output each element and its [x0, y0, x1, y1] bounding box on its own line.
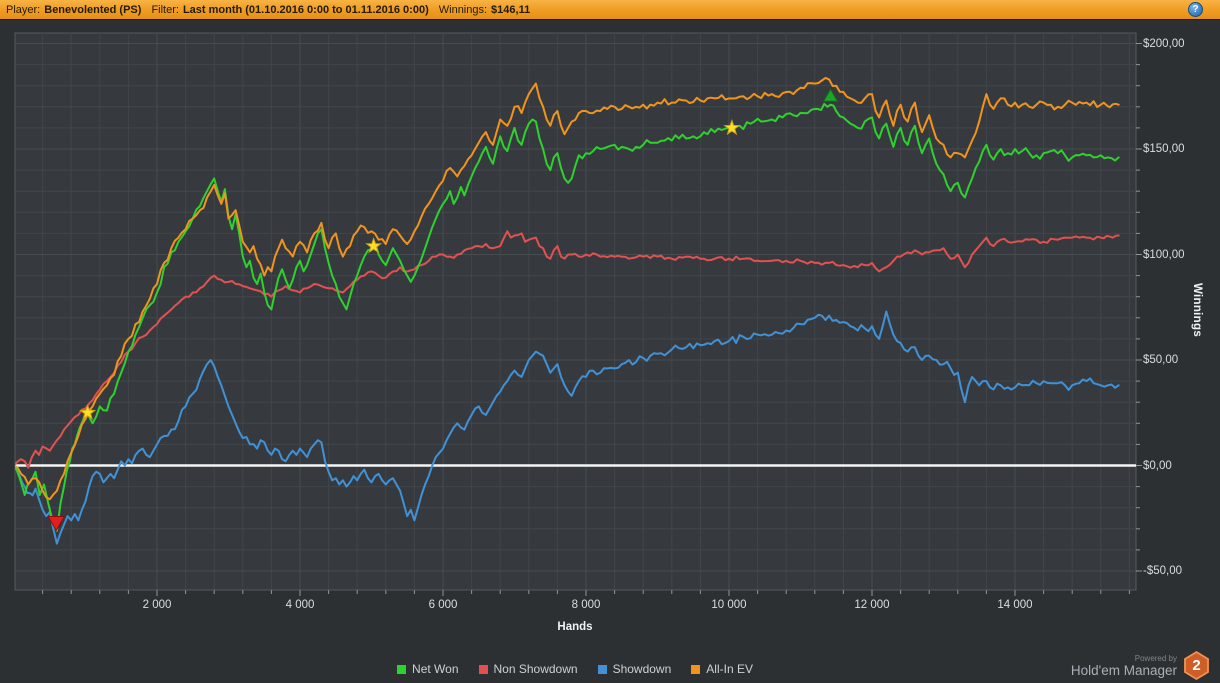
x-axis-tick-label: 12 000 — [854, 599, 890, 611]
legend-label: Non Showdown — [493, 662, 578, 676]
series-all-in-ev — [15, 76, 1120, 501]
star-marker — [365, 237, 383, 254]
plot-area[interactable] — [14, 32, 1137, 591]
series-lines — [15, 76, 1120, 545]
y-axis-tick-label: -$50,00 — [1143, 565, 1183, 577]
star-marker — [723, 118, 741, 136]
legend-item-net-won[interactable]: Net Won — [397, 662, 459, 676]
brand-text: Hold'em Manager — [1070, 662, 1177, 678]
legend-item-all-in-ev[interactable]: All-In EV — [691, 662, 753, 676]
x-axis-tick-label: 8 000 — [571, 599, 601, 611]
x-axis-title: Hands — [557, 621, 593, 633]
x-axis-tick-label: 10 000 — [711, 599, 747, 611]
low-marker — [47, 515, 66, 532]
player-label: Player: — [6, 4, 41, 16]
legend-label: Net Won — [412, 662, 459, 676]
x-axis-tick-label: 6 000 — [428, 599, 458, 611]
legend-swatch-icon — [597, 664, 607, 674]
series-net-won — [15, 102, 1120, 532]
powered-by-text: Powered by — [1134, 653, 1177, 663]
title-bar: Player: Benevolented (PS) Filter: Last mont… — [0, 0, 1220, 20]
player-value: Benevolented (PS) — [44, 4, 142, 16]
y-axis-tick-label: $50,00 — [1143, 354, 1179, 366]
peak-marker — [822, 88, 839, 102]
legend-label: Showdown — [612, 662, 672, 676]
y-axis-tick-label: $150,00 — [1143, 143, 1185, 155]
winnings-label: Winnings: — [438, 4, 488, 16]
y-axis-tick-label: $200,00 — [1143, 37, 1185, 50]
legend-item-non-showdown[interactable]: Non Showdown — [478, 662, 578, 676]
legend-item-showdown[interactable]: Showdown — [597, 662, 672, 676]
y-axis-title: Winnings — [1191, 282, 1203, 338]
x-axis-tick-label: 2 000 — [142, 599, 172, 611]
y-axis-tick-label: $0,00 — [1143, 459, 1172, 472]
hm2-logo-number: 2 — [1185, 653, 1208, 678]
filter-value: Last month (01.10.2016 0:00 to 01.11.201… — [182, 4, 429, 16]
legend-swatch-icon — [397, 664, 407, 674]
y-axis-tick-label: $100,00 — [1143, 248, 1185, 261]
powered-by-block: Powered by Hold'em Manager 2 — [1071, 651, 1210, 680]
star-marker — [79, 403, 97, 420]
grid-lines — [15, 33, 1136, 590]
hm2-logo-icon: 2 — [1184, 651, 1209, 680]
legend-swatch-icon — [478, 664, 488, 674]
legend-swatch-icon — [691, 664, 701, 674]
series-non-showdown — [15, 230, 1120, 469]
chart-legend: Net Won Non Showdown Showdown All-In EV — [0, 662, 1150, 676]
winnings-value: $146,11 — [491, 4, 531, 16]
chart-markers — [47, 88, 839, 532]
legend-label: All-In EV — [706, 662, 753, 676]
filter-label: Filter: — [151, 4, 179, 16]
x-axis-tick-label: 4 000 — [285, 599, 315, 611]
series-showdown — [15, 310, 1120, 545]
x-axis-tick-label: 14 000 — [997, 599, 1033, 611]
help-icon[interactable]: ? — [1188, 2, 1203, 17]
axis-ticks — [42, 43, 1142, 596]
